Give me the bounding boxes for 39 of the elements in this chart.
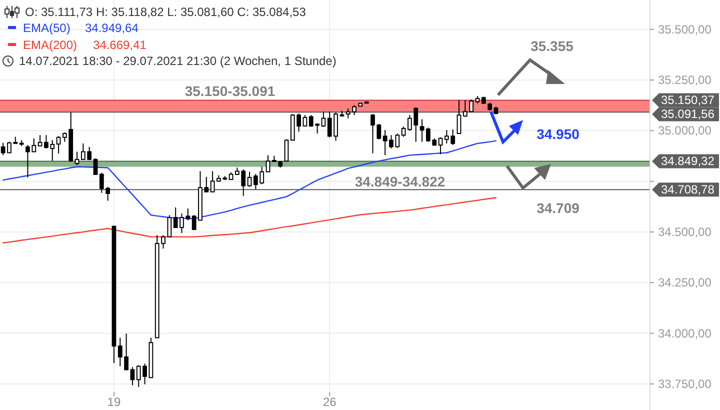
text: 34.950: [536, 126, 580, 142]
y-tick-label: 34.250,00: [658, 276, 712, 290]
y-tick-label: 35.000,00: [658, 124, 712, 138]
annotation: 14.07.2021 18:30 - 29.07.2021 21:30 (2 Wochen, 1 Stunde): [19, 54, 336, 68]
ref-line-label: 34.849,32: [661, 154, 715, 168]
candlestick: [284, 138, 289, 162]
candlestick: [247, 171, 252, 188]
annotation: 34.669,41: [93, 38, 147, 52]
candlestick: [38, 134, 42, 146]
y-tick-label: 35.500,00: [658, 22, 712, 36]
text: 34.709: [536, 200, 580, 216]
candlestick: [266, 154, 270, 172]
band-label: 34.849-34.822: [354, 174, 446, 190]
ref-line-label: 35.150,37: [661, 93, 715, 108]
y-tick-label: 34.000,00: [658, 326, 712, 340]
candlestick: [456, 100, 462, 134]
candlestick: [438, 136, 443, 155]
legend-label: EMA(50): [23, 21, 70, 35]
line-series: [2, 197, 497, 244]
candlestick: [401, 126, 406, 138]
candlestick: [93, 158, 98, 175]
y-tick-label: 33.750,00: [658, 376, 712, 391]
annotation: 34.949,64: [85, 21, 139, 35]
ref-line-label: 34.708,78: [661, 182, 715, 197]
candlestick: [130, 366, 135, 386]
annotation: O: 35.111,73 H: 35.118,82 L: 35.081,60 C: 35.084,53: [25, 5, 306, 19]
candlestick: [420, 118, 424, 142]
candlestick: [74, 151, 80, 166]
candlestick: [302, 114, 308, 127]
y-tick-label: 34.500,00: [658, 224, 712, 239]
legend-label: EMA(200): [23, 38, 78, 52]
y-tick-label: 35.250,00: [658, 73, 712, 88]
candlestick: [321, 111, 326, 128]
x-tick-label: 19: [107, 395, 121, 409]
x-tick-label: 26: [322, 395, 337, 409]
ref-line-label: 35.091,56: [661, 107, 715, 122]
band-label: 35.150-35.091: [184, 83, 276, 100]
candlestick: [56, 136, 61, 154]
text: 35.355: [530, 38, 574, 54]
